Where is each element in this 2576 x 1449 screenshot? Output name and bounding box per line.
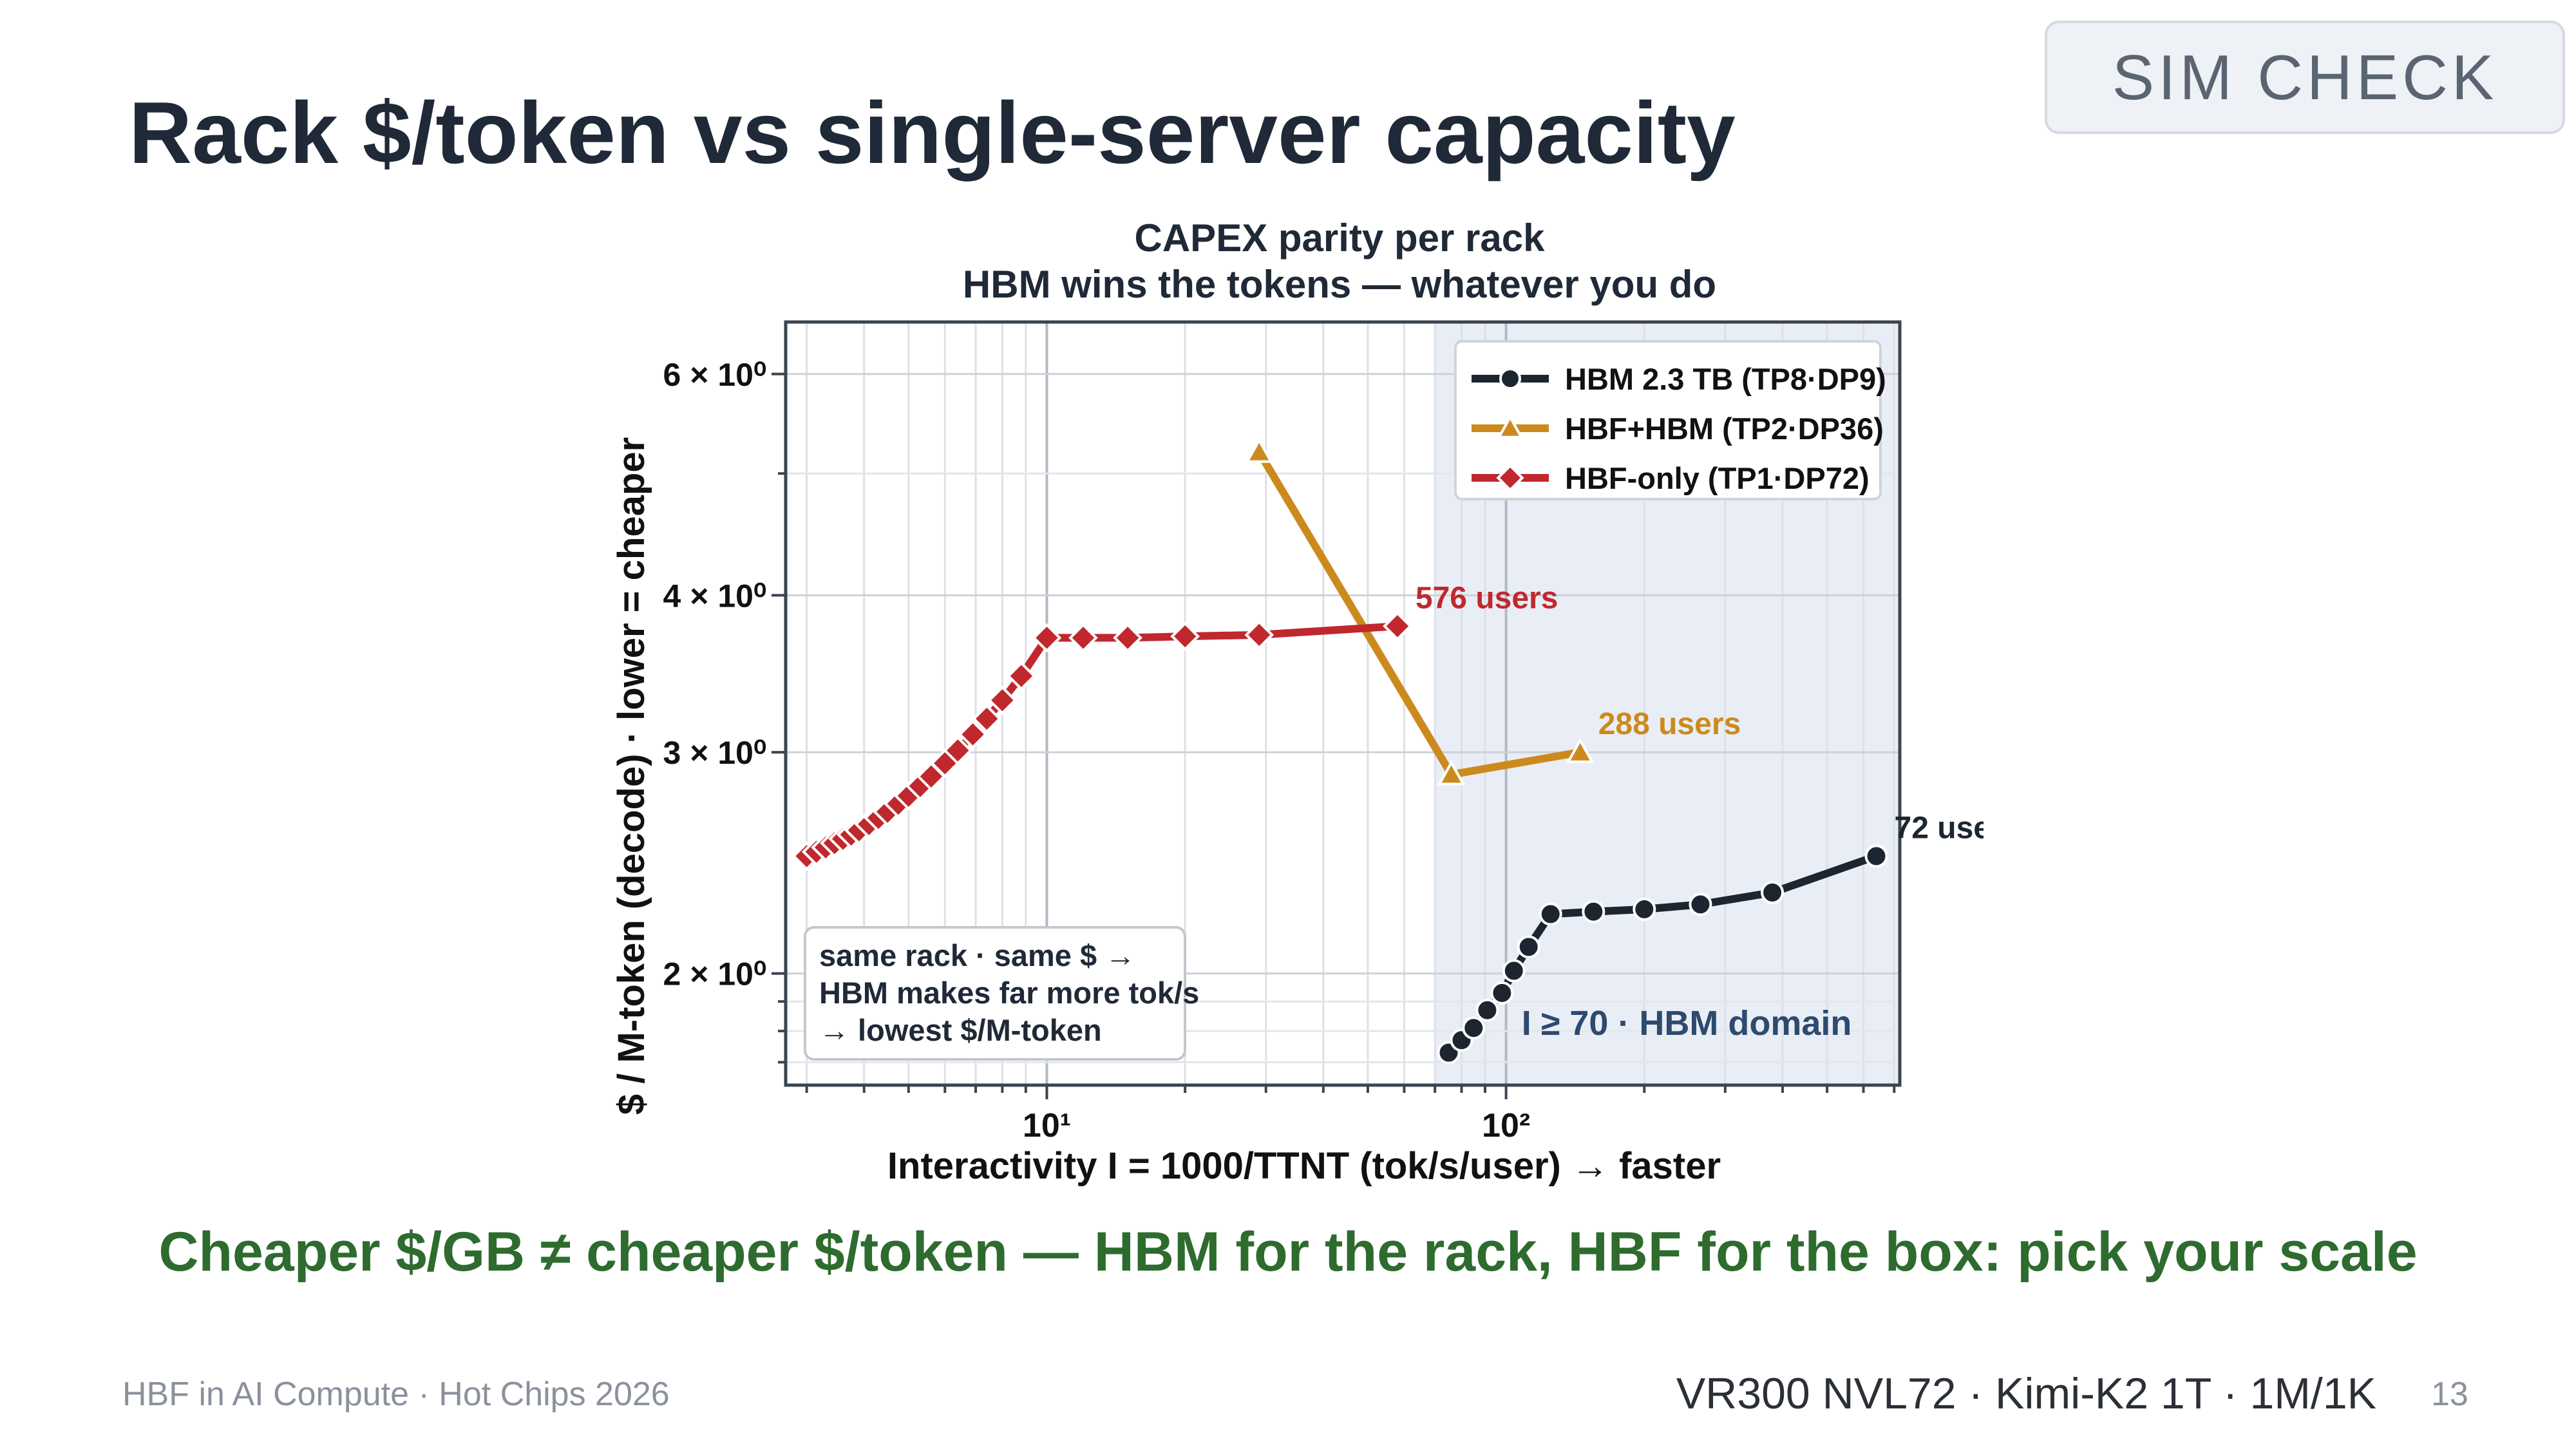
point-hbm: [1517, 935, 1540, 959]
point-hbm: [1633, 897, 1656, 921]
point-hbf-only: [1007, 661, 1036, 691]
point-hbf-hbm: [1566, 737, 1595, 763]
point-hbf-only: [1244, 620, 1274, 650]
point-hbf-only: [1068, 623, 1098, 653]
point-hbf-only: [1170, 621, 1200, 651]
point-hbm: [1689, 893, 1712, 916]
y-tick-label: 6 × 10⁰: [663, 357, 766, 393]
takeaway-text: Cheaper $/GB ≠ cheaper $/token — HBM for…: [158, 1221, 2418, 1283]
footer-event: HBF in AI Compute · Hot Chips 2026: [122, 1376, 670, 1413]
point-hbm: [1582, 900, 1605, 923]
legend-label-hbm: HBM 2.3 TB (TP8·DP9): [1565, 362, 1886, 396]
point-hbm: [1864, 844, 1888, 868]
annotation-line: HBM makes far more tok/s: [819, 976, 1199, 1010]
y-axis-label: $ / M-token (decode) · lower = cheaper: [611, 437, 652, 1115]
series-hbf-hbm: [1245, 437, 1595, 786]
footer-config: VR300 NVL72 · Kimi-K2 1T · 1M/1K: [1676, 1369, 2376, 1418]
legend-marker-hbf-only: [1496, 464, 1524, 492]
point-hbf-only: [943, 735, 973, 766]
point-hbm: [1475, 998, 1499, 1022]
point-hbf-only: [1383, 611, 1412, 641]
x-tick-label: 10²: [1482, 1107, 1530, 1144]
point-hbf-hbm: [1245, 437, 1274, 463]
series-hbf-only: [791, 611, 1412, 871]
annotation-line: → lowest $/M-token: [819, 1013, 1102, 1047]
point-hbf-only: [1113, 623, 1142, 653]
plot-frame: [784, 320, 1902, 1087]
hbm-domain-label: I ≥ 70 · HBM domain: [1522, 1004, 1852, 1043]
legend-label-hbf-only: HBF-only (TP1·DP72): [1565, 461, 1870, 495]
legend-marker-hbf-hbm: [1497, 414, 1524, 439]
point-hbm: [1761, 880, 1785, 904]
chart-legend: HBM 2.3 TB (TP8·DP9) HBF+HBM (TP2·DP36) HB…: [1454, 340, 1886, 500]
end-label-hbf-only: 576 users: [1416, 581, 1558, 615]
y-tick-label: 3 × 10⁰: [663, 735, 766, 771]
annotation-line: same rack · same $ →: [819, 938, 1135, 972]
page-number: 13: [2431, 1376, 2468, 1413]
sim-check-badge: SIM CHECK: [2045, 21, 2565, 134]
point-hbm: [1539, 902, 1562, 926]
point-hbm: [1502, 959, 1526, 983]
legend-label-hbf-hbm: HBF+HBM (TP2·DP36): [1565, 412, 1884, 446]
series-hbm: [1437, 844, 1888, 1065]
point-hbf-only: [987, 685, 1018, 715]
legend-marker-hbm: [1499, 368, 1521, 390]
slide-title: Rack $/token vs single-server capacity: [129, 84, 1736, 182]
y-tick-label: 4 × 10⁰: [663, 578, 766, 614]
chart-title: CAPEX parity per rack: [1135, 216, 1546, 260]
point-hbf-only: [1032, 623, 1062, 653]
point-hbf-only: [958, 719, 988, 750]
chart-subtitle: HBM wins the tokens — whatever you do: [963, 263, 1716, 306]
point-hbm: [1462, 1016, 1486, 1040]
end-label-hbf-hbm: 288 users: [1598, 707, 1741, 741]
annotation-frame: [804, 926, 1186, 1061]
x-tick-label: 10¹: [1023, 1107, 1071, 1144]
annotation-box: same rack · same $ → HBM makes far more t…: [804, 926, 1199, 1061]
end-label-hbm: 72 users: [1895, 811, 1984, 845]
point-hbf-hbm: [1437, 760, 1466, 786]
y-tick-label: 2 × 10⁰: [663, 956, 766, 992]
point-hbf-only: [972, 704, 1002, 734]
x-axis-label: Interactivity I = 1000/TTNT (tok/s/user)…: [887, 1145, 1721, 1187]
point-hbm: [1490, 981, 1514, 1005]
capex-parity-chart: I ≥ 70 · HBM domain 10¹ 10² 2 × 10⁰ 3 × 10⁰ 4…: [592, 200, 1984, 1217]
legend-box: [1454, 340, 1882, 500]
